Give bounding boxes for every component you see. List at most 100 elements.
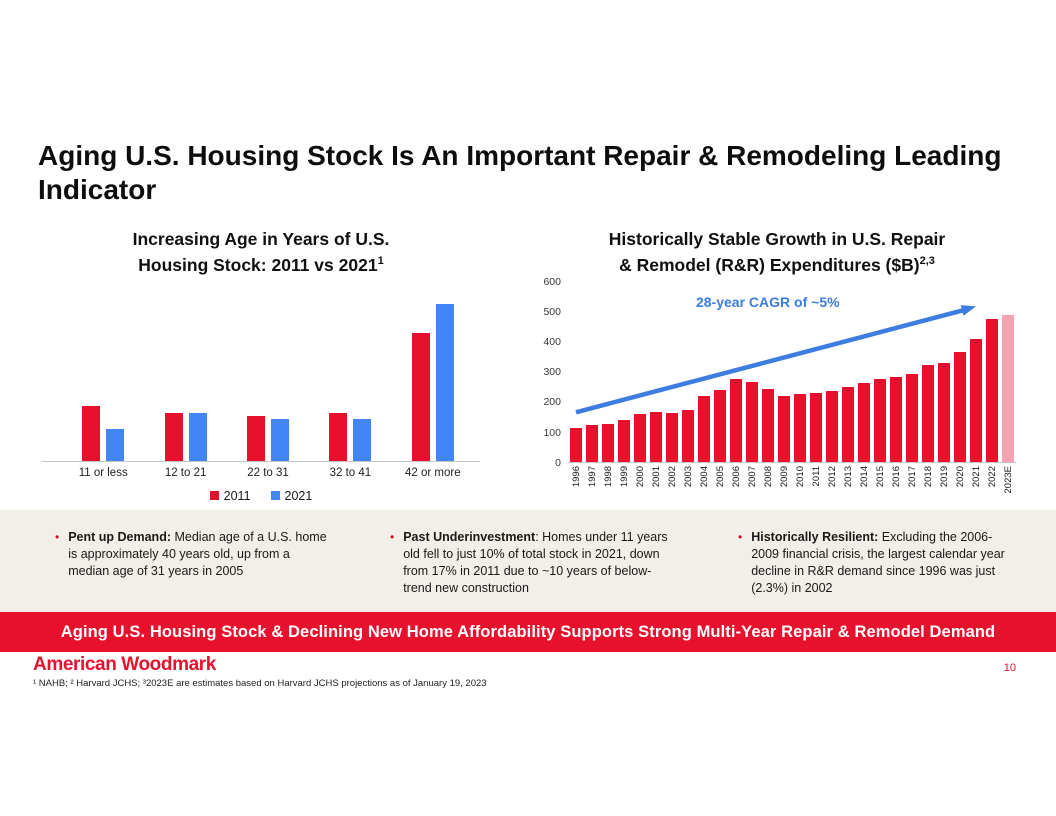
y-axis-tick: 100 [543,426,561,439]
x-axis-tick-cell: 2006 [730,466,742,510]
bullet-marker-icon: • [738,530,743,544]
x-axis-tick-cell: 2018 [922,466,934,510]
page-number: 10 [1003,662,1016,674]
right-chart-title-line1: Historically Stable Growth in U.S. Repai… [608,229,946,249]
bar-2020 [954,352,966,462]
chart-rr-expenditures: Historically Stable Growth in U.S. Repai… [538,228,1016,510]
bar-2011-22-to-31 [247,416,266,461]
bar-group [144,286,226,461]
bar-2013 [842,387,854,462]
x-axis-tick-cell: 2011 [810,466,822,510]
bar-2001 [650,411,662,462]
x-axis-tick-cell: 1996 [570,466,582,510]
bullet-marker-icon: • [55,530,60,544]
legend-item-2021: 2021 [270,488,313,503]
bar-2004 [698,396,710,462]
bar-2022 [986,318,998,462]
x-axis-tick-cell: 2008 [762,466,774,510]
bar-2011-11-or-less [82,406,101,461]
x-axis-tick: 2021 [970,465,982,487]
left-chart-title-footnote-ref: 1 [377,255,384,267]
x-axis-tick-cell: 2014 [858,466,870,510]
x-axis-tick: 2012 [826,465,838,487]
y-axis-tick: 0 [555,456,561,469]
x-axis-tick: 1996 [570,465,582,487]
x-axis-tick: 2022 [986,465,998,487]
bar-2021-12-to-21 [188,412,207,461]
y-axis-tick: 500 [543,305,561,318]
x-axis-tick: 2003 [682,465,694,487]
category-label: 12 to 21 [164,466,207,479]
right-chart-body: 600 500 400 300 200 100 0 28-year CAGR of ~5% … [538,276,1016,510]
bar-group [392,286,474,461]
bar-1996 [570,427,582,462]
trend-arrow-icon [575,304,976,415]
x-axis-tick: 2009 [778,465,790,487]
left-chart-title-line1: Increasing Age in Years of U.S. [132,229,390,249]
x-axis-tick-cell: 2013 [842,466,854,510]
x-axis-tick: 2002 [666,465,678,487]
x-axis-tick-cell: 2000 [634,466,646,510]
x-axis-tick-cell: 2016 [890,466,902,510]
x-axis-tick-cell: 2005 [714,466,726,510]
chart-housing-age: Increasing Age in Years of U.S. Housing … [42,228,480,503]
right-chart-x-axis: 1996 1997 1998 1999 2000 2001 2002 2003 2004 2005… [568,466,1016,510]
x-axis-tick: 2008 [762,465,774,487]
right-chart-title: Historically Stable Growth in U.S. Repai… [538,228,1016,276]
takeaway-banner: Aging U.S. Housing Stock & Declining New… [0,612,1056,652]
slide-title: Aging U.S. Housing Stock Is An Important… [38,140,1002,205]
x-axis-tick: 2020 [954,465,966,487]
bar-2011 [810,392,822,462]
bar-1999 [618,420,630,462]
bar-2007 [746,382,758,462]
x-axis-tick: 2004 [698,465,710,487]
bar-2011-42-or-more [411,332,430,461]
bar-2021-42-or-more [435,304,454,461]
legend-swatch-2021 [270,491,280,501]
bar-group [309,286,391,461]
bar-2006 [730,378,742,462]
x-axis-tick-cell: 2003 [682,466,694,510]
bar-2008 [762,388,774,462]
x-axis-tick: 2005 [714,465,726,487]
left-chart-plot-area [42,286,480,462]
bar-1998 [602,423,614,462]
y-axis-tick: 400 [543,336,561,349]
x-axis-tick-cell: 2019 [938,466,950,510]
bullet-2-lead: Past Underinvestment [403,530,536,544]
footnote: ¹ NAHB; ² Harvard JCHS; ³2023E are estim… [33,678,487,689]
x-axis-tick-cell: 2017 [906,466,918,510]
x-axis-tick-cell: 2022 [986,466,998,510]
x-axis-tick: 1998 [602,465,614,487]
x-axis-tick: 2006 [730,465,742,487]
bar-group [227,286,309,461]
legend-label: 2011 [223,488,251,503]
right-chart-title-line2: & Remodel (R&R) Expenditures ($B) [619,254,920,275]
bar-2018 [922,364,934,462]
x-axis-tick: 1999 [618,465,630,487]
x-axis-tick: 2000 [634,465,646,487]
x-axis-tick: 2017 [906,465,918,487]
bar-2016 [890,377,902,462]
bar-2019 [938,362,950,462]
takeaway-banner-text: Aging U.S. Housing Stock & Declining New… [60,622,996,641]
x-axis-tick: 2019 [938,465,950,487]
cagr-annotation: 28-year CAGR of ~5% [696,293,840,310]
bar-2000 [634,414,646,462]
legend-label: 2021 [284,488,313,503]
x-axis-tick: 2010 [794,465,806,487]
x-axis-tick: 1997 [586,465,598,487]
bar-2021-22-to-31 [271,419,290,461]
bullet-3-text: Excluding the 2006-2009 financial crisis… [751,530,1005,595]
right-chart-title-footnote-ref: 2,3 [919,255,935,267]
bullet-pent-up-demand: • Pent up Demand: Median age of a U.S. h… [55,529,333,580]
x-axis-tick: 2014 [858,465,870,487]
bullet-1-text: Median age of a U.S. home is approximate… [68,530,327,578]
left-chart-title-line2: Housing Stock: 2011 vs 2021 [138,254,378,275]
x-axis-tick-cell: 2009 [778,466,790,510]
x-axis-tick: 2013 [842,465,854,487]
bar-group [62,286,144,461]
bullet-historically-resilient: • Historically Resilient: Excluding the … [738,529,1020,597]
bar-2021-11-or-less [106,428,125,461]
x-axis-tick-cell: 2010 [794,466,806,510]
